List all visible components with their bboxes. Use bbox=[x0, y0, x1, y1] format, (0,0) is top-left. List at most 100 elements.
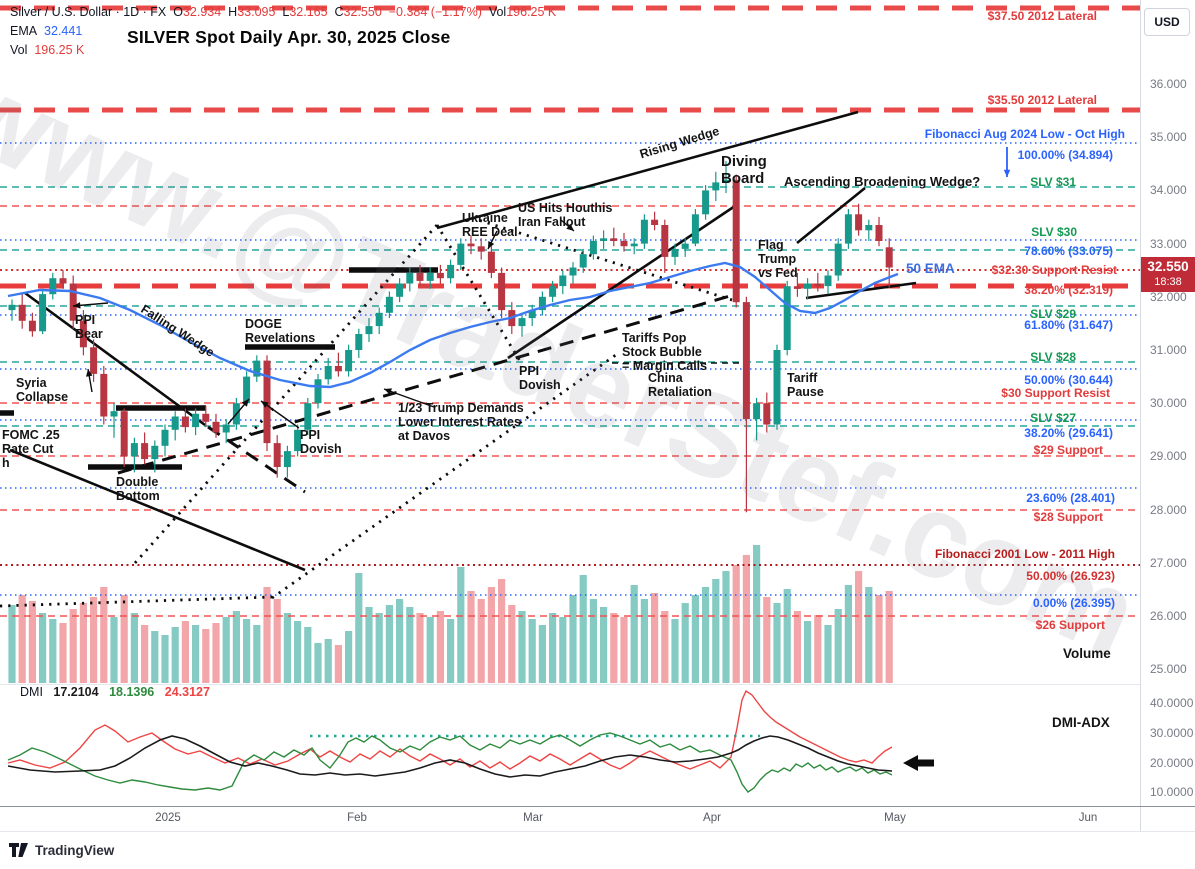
tradingview-logo[interactable]: TradingView bbox=[8, 842, 114, 858]
low-value: 32.165 bbox=[289, 5, 328, 19]
volume-bar bbox=[222, 617, 230, 683]
price-axis-separator bbox=[1140, 0, 1141, 831]
candle-body bbox=[171, 416, 179, 430]
candle-body bbox=[855, 214, 863, 231]
candle-body bbox=[702, 190, 710, 215]
volume-bar bbox=[324, 639, 332, 683]
symbol-title[interactable]: Silver / U.S. Dollar · 1D · FX bbox=[10, 5, 167, 19]
volume-bar bbox=[314, 643, 322, 683]
candle-body bbox=[610, 238, 618, 241]
candle-body bbox=[396, 283, 404, 297]
candle-body bbox=[355, 334, 363, 350]
volume-bar bbox=[487, 587, 495, 683]
candle-body bbox=[589, 240, 597, 255]
volume-bar bbox=[243, 619, 251, 683]
volume-bar bbox=[345, 631, 353, 683]
volume-bar bbox=[130, 613, 138, 683]
volume-bar bbox=[804, 621, 812, 683]
candle-body bbox=[447, 264, 455, 279]
volume-bar bbox=[283, 613, 291, 683]
volume-bar bbox=[39, 613, 47, 683]
high-label: H bbox=[228, 5, 238, 19]
candle-body bbox=[793, 286, 801, 289]
dmi-adx-value: 17.2104 bbox=[53, 685, 99, 699]
volume-bar bbox=[18, 595, 26, 683]
candle-body bbox=[263, 360, 271, 444]
dmi-legend[interactable]: DMI 17.2104 18.1396 24.3127 bbox=[20, 685, 217, 699]
candle-body bbox=[79, 320, 87, 348]
chart-title: SILVER Spot Daily Apr. 30, 2025 Close bbox=[127, 27, 451, 47]
candle-body bbox=[334, 366, 342, 372]
annotation-arrowhead bbox=[73, 302, 81, 309]
candle-body bbox=[69, 283, 77, 321]
candle-body bbox=[528, 310, 536, 319]
candle-body bbox=[151, 445, 159, 460]
close-value: 32.550 bbox=[343, 5, 382, 19]
candle-body bbox=[824, 275, 832, 287]
volume-bar bbox=[375, 613, 383, 683]
candle-body bbox=[161, 429, 169, 446]
candle-body bbox=[365, 326, 373, 335]
candle-body bbox=[742, 302, 750, 420]
dotted-trend-line bbox=[133, 224, 439, 564]
volume-bar bbox=[49, 619, 57, 683]
open-label: O bbox=[173, 5, 183, 19]
candle-body bbox=[110, 411, 118, 417]
volume-bar bbox=[722, 571, 730, 683]
candle-body bbox=[753, 403, 761, 420]
volume-value: 196.25 K bbox=[506, 5, 557, 19]
candle-body bbox=[538, 296, 546, 311]
volume-bar bbox=[865, 587, 873, 683]
candle-body bbox=[324, 366, 332, 380]
wedge-line bbox=[796, 186, 866, 245]
time-axis-bottom-border bbox=[0, 831, 1195, 832]
volume-bar bbox=[814, 615, 822, 683]
volume-bar bbox=[8, 605, 16, 683]
annotation-arrowhead bbox=[261, 401, 269, 408]
volume-bar bbox=[304, 627, 312, 683]
change-value: −0.384 (−1.17%) bbox=[388, 5, 482, 19]
last-price-tag: 32.550 18:38 bbox=[1141, 257, 1195, 292]
candle-body bbox=[477, 246, 485, 252]
dmi-left-arrow bbox=[903, 755, 934, 771]
candle-body bbox=[314, 379, 322, 404]
dashed-trend-line bbox=[117, 292, 738, 475]
ema-label[interactable]: EMA bbox=[10, 24, 38, 38]
volume-bar bbox=[467, 591, 475, 683]
volume-bar bbox=[385, 605, 393, 683]
volume-bar bbox=[793, 611, 801, 683]
volume-bar bbox=[79, 603, 87, 683]
symbol-legend[interactable]: Silver / U.S. Dollar · 1D · FX O32.934 H… bbox=[10, 5, 556, 62]
candle-body bbox=[600, 238, 608, 241]
annotation-arrow bbox=[260, 400, 300, 429]
volume-bar bbox=[600, 607, 608, 683]
volume-bar bbox=[518, 611, 526, 683]
vol-indicator-label[interactable]: Vol bbox=[10, 43, 28, 57]
volume-bar bbox=[263, 587, 271, 683]
candle-body bbox=[885, 247, 893, 268]
volume-bar bbox=[141, 625, 149, 683]
volume-bar bbox=[610, 613, 618, 683]
volume-bar bbox=[763, 597, 771, 683]
volume-bar bbox=[161, 635, 169, 683]
dmi-plus-di-value: 18.1396 bbox=[109, 685, 155, 699]
volume-bar bbox=[732, 565, 740, 683]
candle-body bbox=[416, 272, 424, 281]
currency-button[interactable]: USD bbox=[1144, 8, 1190, 36]
high-value: 33.095 bbox=[237, 5, 276, 19]
dmi-adx-line bbox=[7, 735, 893, 778]
candle-body bbox=[90, 347, 98, 374]
candle-body bbox=[345, 350, 353, 372]
volume-bar bbox=[477, 599, 485, 683]
close-label: C bbox=[334, 5, 344, 19]
low-label: L bbox=[282, 5, 290, 19]
candle-body bbox=[8, 304, 16, 311]
volume-bar bbox=[855, 571, 863, 683]
volume-bar bbox=[620, 617, 628, 683]
candle-body bbox=[426, 272, 434, 281]
annotation-arrow bbox=[383, 388, 435, 408]
volume-bar bbox=[181, 621, 189, 683]
candle-body bbox=[141, 443, 149, 460]
dashed-trend-line bbox=[207, 425, 306, 494]
